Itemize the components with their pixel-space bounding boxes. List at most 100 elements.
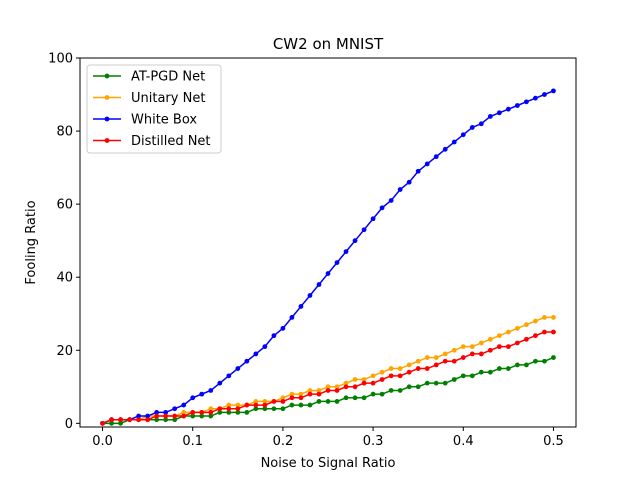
data-point: [442, 380, 448, 386]
legend-swatch-marker: [104, 73, 110, 79]
data-point: [244, 402, 250, 408]
data-point: [514, 362, 520, 368]
data-point: [343, 249, 349, 255]
data-point: [208, 409, 214, 415]
data-point: [262, 402, 268, 408]
data-point: [442, 351, 448, 357]
legend-entries: AT-PGD Net Unitary Net White Box Distilled …: [93, 70, 211, 149]
data-point: [325, 271, 331, 276]
data-point: [469, 351, 475, 357]
data-point: [226, 373, 232, 379]
series-distilled-net: [100, 329, 556, 426]
data-point: [514, 340, 520, 346]
data-point: [460, 344, 466, 350]
data-point: [478, 369, 484, 375]
data-point: [542, 92, 547, 97]
data-point: [551, 355, 556, 360]
data-point: [199, 413, 205, 419]
data-point: [244, 358, 250, 364]
data-point: [226, 406, 232, 412]
data-point: [551, 329, 556, 335]
legend-swatch-marker: [104, 116, 110, 122]
data-point: [460, 373, 466, 379]
data-point: [487, 347, 493, 353]
y-axis: 0 20 40 60 80 100: [48, 52, 80, 432]
data-point: [109, 417, 114, 423]
data-point: [478, 340, 484, 346]
data-point: [551, 88, 556, 94]
data-point: [514, 103, 520, 108]
data-point: [478, 351, 484, 357]
data-point: [505, 344, 511, 350]
data-point: [334, 388, 340, 393]
data-point: [524, 99, 529, 105]
data-point: [460, 355, 466, 360]
data-point: [226, 402, 232, 408]
data-point: [163, 409, 169, 415]
data-point: [406, 179, 412, 185]
data-point: [524, 336, 529, 342]
data-point: [235, 366, 241, 371]
data-point: [271, 399, 277, 404]
data-point: [370, 380, 376, 386]
data-point: [199, 391, 205, 397]
data-point: [253, 402, 259, 408]
chart-title: CW2 on MNIST: [273, 35, 384, 53]
data-point: [163, 417, 169, 423]
legend-label: Distilled Net: [131, 134, 211, 149]
data-point: [118, 420, 123, 426]
data-point: [487, 336, 493, 342]
data-point: [334, 260, 340, 265]
plot-frame: [79, 57, 577, 428]
data-point: [316, 282, 322, 287]
x-tick-label: 0.3: [363, 434, 384, 449]
legend-label: White Box: [131, 113, 197, 128]
data-point: [271, 333, 277, 339]
data-point: [316, 391, 322, 397]
data-point: [280, 399, 286, 404]
data-point: [208, 388, 214, 393]
legend-entry-at-pgd-net: AT-PGD Net: [93, 70, 205, 85]
data-point: [379, 369, 385, 375]
x-axis: 0.0 0.1 0.2 0.3 0.4 0.5: [92, 427, 564, 449]
data-point: [280, 325, 286, 331]
data-point: [415, 358, 421, 364]
data-point: [424, 380, 430, 386]
data-point: [235, 406, 241, 412]
data-point: [370, 391, 376, 397]
data-point: [280, 395, 286, 401]
data-point: [496, 110, 502, 116]
data-point: [487, 114, 493, 119]
data-point: [289, 314, 295, 320]
data-point: [289, 395, 295, 401]
data-point: [469, 373, 475, 379]
data-point: [478, 121, 484, 127]
data-point: [307, 402, 313, 408]
data-point: [370, 216, 376, 222]
data-point: [298, 395, 304, 401]
data-point: [118, 417, 123, 423]
data-point: [433, 380, 439, 386]
data-point: [406, 362, 412, 368]
data-point: [217, 409, 223, 415]
data-point: [262, 344, 268, 350]
data-point: [352, 395, 358, 401]
data-point: [127, 417, 132, 423]
legend: AT-PGD Net Unitary Net White Box Distilled …: [86, 64, 222, 154]
data-point: [415, 168, 421, 174]
data-point: [262, 399, 268, 404]
data-point: [136, 413, 142, 419]
data-point: [217, 380, 223, 386]
data-point: [433, 154, 439, 160]
data-point: [542, 358, 547, 364]
data-point: [442, 146, 448, 152]
data-point: [253, 406, 259, 412]
y-tick-label: 0: [65, 417, 73, 432]
data-point: [343, 384, 349, 390]
data-point: [424, 366, 430, 371]
data-point: [190, 395, 196, 401]
data-point: [397, 366, 403, 371]
y-tick-label: 80: [56, 125, 73, 140]
data-point: [415, 384, 421, 390]
